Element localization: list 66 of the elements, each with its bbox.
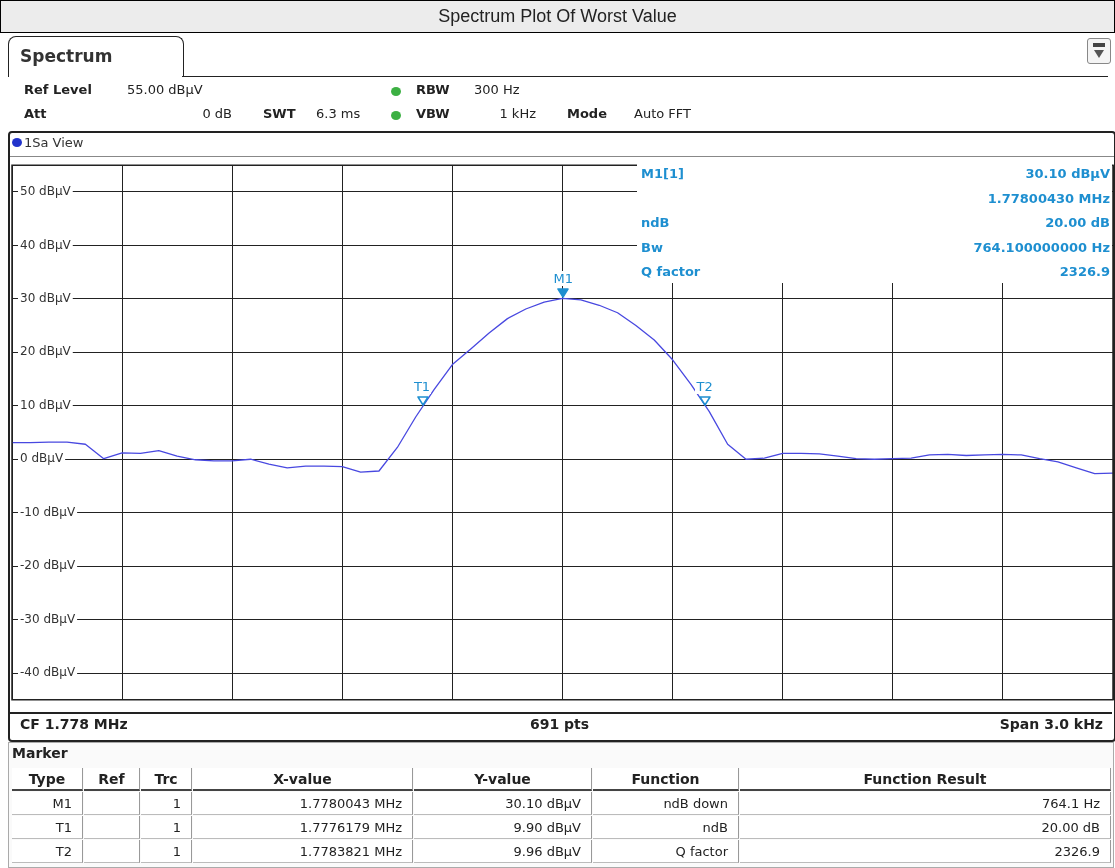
y-tick-label: 40 dBµV: [20, 237, 72, 252]
annotation: 30.10 dBµV: [1025, 166, 1110, 181]
text: X-value: [193, 768, 413, 791]
text: 1: [141, 792, 192, 815]
text: Att: [24, 106, 47, 121]
text: ndB down: [593, 792, 739, 815]
y-tick-label: 50 dBµV: [20, 184, 72, 199]
text: M1: [12, 792, 83, 815]
text: 2326.9: [740, 840, 1111, 863]
text: VBW: [416, 106, 450, 121]
y-tick-label: -30 dBµV: [20, 611, 76, 626]
text: Trc: [141, 768, 192, 791]
text: CF 1.778 MHz: [20, 716, 128, 732]
text: Mode: [567, 106, 607, 121]
text: 1.7783821 MHz: [193, 840, 413, 863]
text: 1Sa View: [24, 135, 84, 150]
text: Q factor: [593, 840, 739, 863]
y-tick-label: 20 dBµV: [20, 344, 72, 359]
text: 0 dB: [202, 106, 232, 121]
text: 691 pts: [530, 716, 590, 732]
text: 55.00 dBµV: [127, 82, 203, 97]
text: 1: [141, 816, 192, 839]
text: Function Result: [740, 768, 1111, 791]
text: Ref Level: [24, 82, 92, 97]
y-tick-label: -40 dBµV: [20, 665, 76, 680]
text: Span 3.0 kHz: [999, 716, 1103, 732]
annotation: M1[1]: [641, 166, 684, 181]
text: ndB: [593, 816, 739, 839]
chart-title: Spectrum Plot Of Worst Value: [0, 0, 1115, 33]
annotation: T2: [695, 378, 714, 394]
text: 1 kHz: [499, 106, 536, 121]
text: 6.3 ms: [316, 106, 361, 121]
text: 764.1 Hz: [740, 792, 1111, 815]
annotation: 1.77800430 MHz: [987, 190, 1110, 206]
annotation: 20.00 dB: [1045, 215, 1110, 230]
text: 1: [141, 840, 192, 863]
text: RBW: [416, 82, 450, 97]
y-tick-label: -10 dBµV: [20, 504, 76, 519]
text: Auto FFT: [634, 106, 691, 121]
text: SWT: [263, 106, 296, 121]
text: Y-value: [414, 768, 592, 791]
annotation: T1: [412, 379, 432, 395]
text: Function: [593, 768, 739, 791]
y-tick-label: 30 dBµV: [20, 290, 72, 305]
text: 1.7776179 MHz: [193, 816, 413, 839]
annotation: ndB: [641, 215, 670, 230]
annotation: M1: [552, 271, 574, 287]
annotation: Q factor: [641, 264, 701, 279]
annotation: Bw: [641, 239, 663, 255]
text: T2: [12, 840, 83, 863]
text: Ref: [84, 768, 140, 791]
annotation: 2326.9: [1059, 264, 1110, 279]
chart-subtitle: Spectrum: [20, 46, 113, 66]
text: T1: [12, 816, 83, 839]
text: 30.10 dBµV: [414, 792, 592, 815]
text: Type: [12, 768, 83, 791]
y-tick-label: 10 dBµV: [20, 397, 72, 412]
text: 300 Hz: [474, 82, 520, 97]
annotation: 764.100000000 Hz: [973, 239, 1110, 255]
text: 9.90 dBµV: [414, 816, 592, 839]
text: 9.96 dBµV: [414, 840, 592, 863]
y-tick-label: -20 dBµV: [20, 558, 76, 573]
text: Marker: [12, 745, 68, 761]
text: 1.7780043 MHz: [193, 792, 413, 815]
y-tick-label: 0 dBµV: [20, 451, 64, 466]
text: 20.00 dB: [740, 816, 1111, 839]
